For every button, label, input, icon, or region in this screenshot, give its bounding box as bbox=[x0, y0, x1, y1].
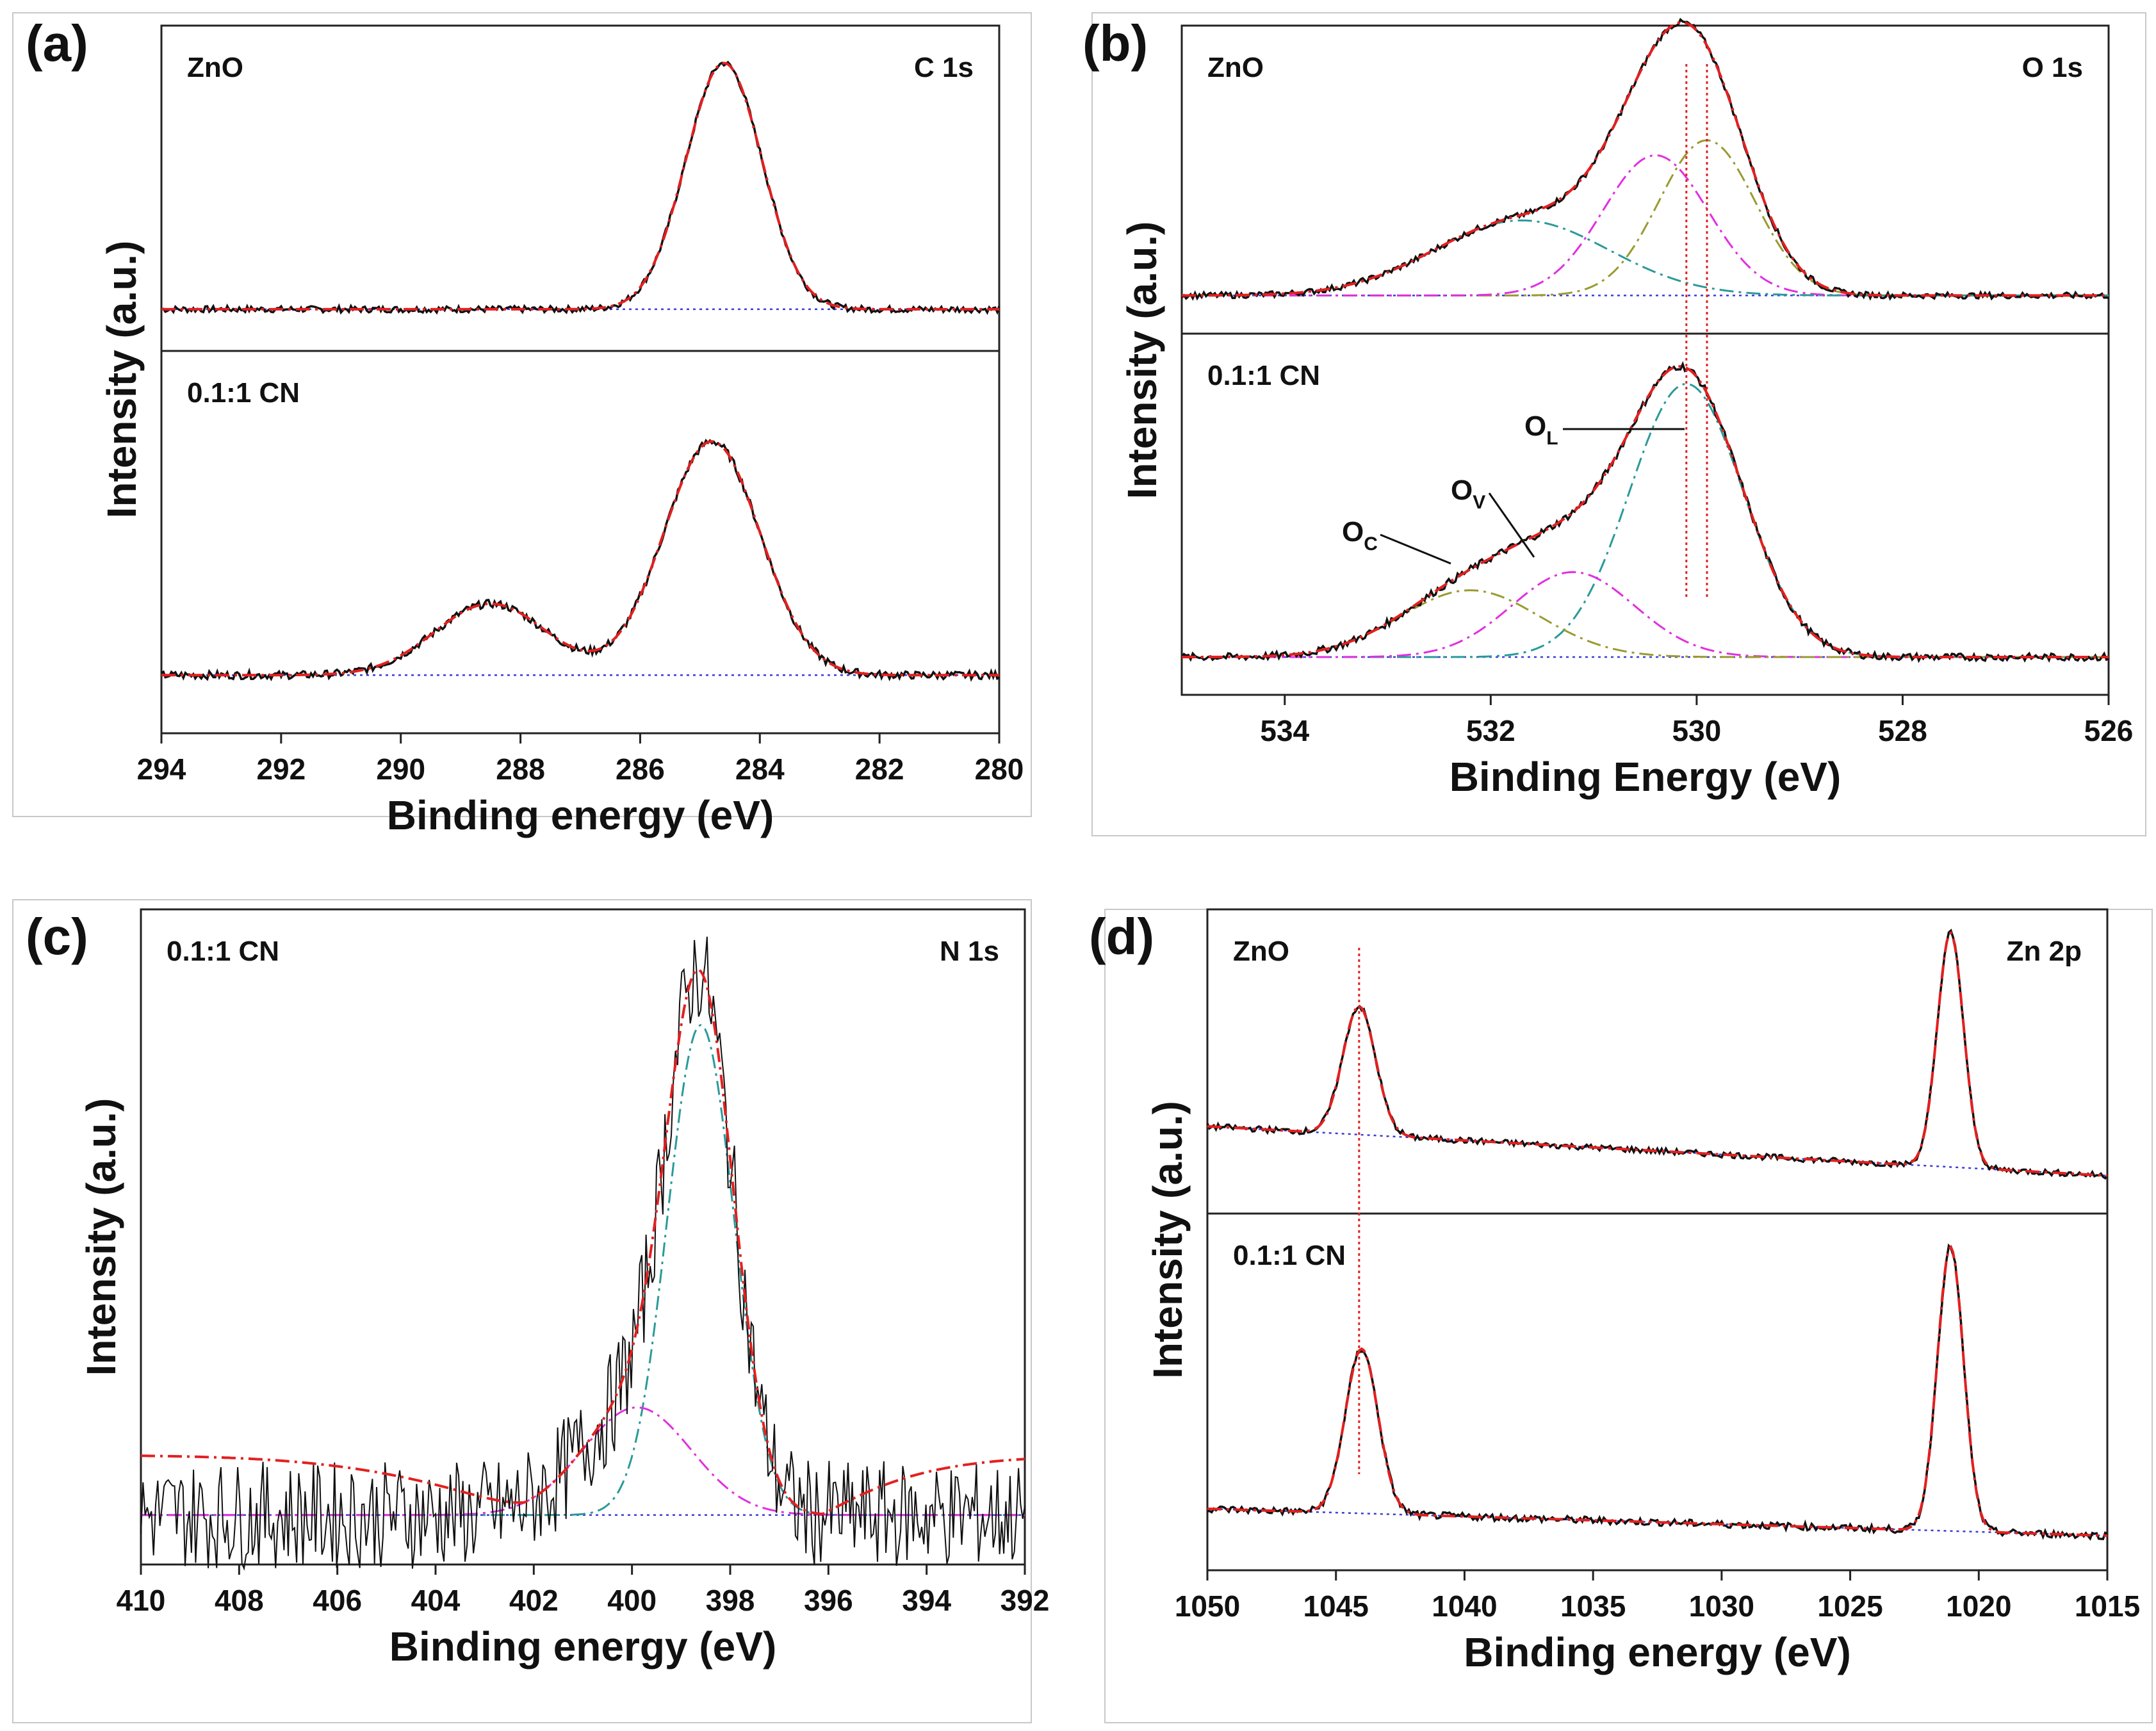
x-tick-label: 402 bbox=[509, 1584, 559, 1617]
fit-envelope bbox=[1207, 931, 2108, 1177]
panel-d: (d) 1050 1045 1040 1035 1030 1025 1020 1015 Bindi… bbox=[1089, 908, 2153, 1723]
fit-component bbox=[1182, 219, 2109, 297]
subplot-top: ZnO C 1s bbox=[161, 52, 1000, 315]
sample-label: 0.1:1 CN bbox=[1233, 1240, 1346, 1271]
annotation-arrow bbox=[1488, 492, 1535, 558]
panel-b: (b) 534 532 530 528 526 Binding Energy (eV) Int… bbox=[1082, 12, 2146, 836]
x-axis-title: Binding energy (eV) bbox=[389, 1623, 777, 1670]
peak-annotation: OV bbox=[1451, 475, 1485, 513]
sample-label: ZnO bbox=[1233, 936, 1289, 967]
sample-label: 0.1:1 CN bbox=[187, 377, 300, 409]
x-tick-label: 530 bbox=[1672, 714, 1722, 747]
raw-data-line bbox=[161, 60, 1000, 315]
panel-a: (a) 294 292 290 288 286 284 282 280 Binding energ… bbox=[12, 12, 1032, 838]
x-tick-label: 286 bbox=[616, 752, 665, 786]
x-axis-title: Binding energy (eV) bbox=[1464, 1629, 1851, 1675]
x-tick-label: 1030 bbox=[1689, 1589, 1754, 1623]
fit-envelope bbox=[161, 440, 999, 677]
fit-component bbox=[141, 1406, 1025, 1516]
sample-label: ZnO bbox=[187, 52, 243, 83]
x-tick-label: 408 bbox=[215, 1584, 264, 1617]
subplot-bottom: 0.1:1 CN bbox=[1207, 1240, 2108, 1541]
core-level-label: N 1s bbox=[940, 936, 999, 967]
plot-border bbox=[1180, 24, 2110, 696]
x-tick-label: 528 bbox=[1878, 714, 1927, 747]
x-tick-label: 284 bbox=[735, 752, 785, 786]
fit-component bbox=[1182, 139, 2109, 297]
x-tick-label: 294 bbox=[137, 752, 186, 786]
x-tick-label: 1020 bbox=[1946, 1589, 2011, 1623]
plot-border bbox=[140, 908, 1026, 1566]
x-tick-label: 1015 bbox=[2075, 1589, 2140, 1623]
plot-border bbox=[1206, 908, 2109, 1572]
subplot-bottom: 0.1:1 CN bbox=[1180, 360, 2109, 663]
subplot-top: ZnO Zn 2p bbox=[1206, 929, 2109, 1180]
panel-letter: (b) bbox=[1082, 15, 1148, 72]
y-axis-title: Intensity (a.u.) bbox=[99, 241, 145, 519]
y-axis-title: Intensity (a.u.) bbox=[78, 1098, 124, 1376]
raw-data-line bbox=[1207, 1243, 2108, 1541]
panel-letter: (d) bbox=[1089, 908, 1154, 965]
peak-annotation: OC bbox=[1342, 516, 1378, 555]
panel-c: (c) 410 408 406 404 402 400 398 396 394 392 Binding… bbox=[12, 899, 1050, 1723]
fit-envelope bbox=[161, 61, 999, 311]
sample-label: ZnO bbox=[1207, 52, 1264, 83]
core-level-label: O 1s bbox=[2022, 52, 2083, 83]
x-tick-label: 410 bbox=[117, 1584, 166, 1617]
subplot-bottom: 0.1:1 CN bbox=[161, 377, 1000, 682]
y-axis-title: Intensity (a.u.) bbox=[1145, 1101, 1191, 1379]
x-tick-label: 1040 bbox=[1432, 1589, 1497, 1623]
x-axis-title: Binding Energy (eV) bbox=[1450, 754, 1842, 800]
peak-annotation: OL bbox=[1524, 410, 1558, 449]
x-tick-label: 288 bbox=[496, 752, 545, 786]
x-tick-label: 534 bbox=[1260, 714, 1309, 747]
y-axis-title: Intensity (a.u.) bbox=[1119, 222, 1165, 500]
raw-data-line bbox=[140, 936, 1025, 1571]
subplot-bottom: 0.1:1 CN N 1s bbox=[140, 936, 1025, 1571]
x-tick-label: 398 bbox=[706, 1584, 755, 1617]
x-tick-label: 394 bbox=[902, 1584, 951, 1617]
fit-envelope bbox=[1182, 365, 2109, 658]
x-tick-label: 1050 bbox=[1175, 1589, 1240, 1623]
x-axis-title: Binding energy (eV) bbox=[387, 792, 774, 838]
x-tick-label: 282 bbox=[855, 752, 904, 786]
raw-data-line bbox=[161, 438, 1000, 682]
fit-component bbox=[1182, 571, 2109, 658]
core-level-label: Zn 2p bbox=[2007, 936, 2082, 967]
x-tick-label: 292 bbox=[256, 752, 306, 786]
panel-frame bbox=[1091, 12, 2146, 836]
fit-component bbox=[1182, 382, 2109, 658]
x-tick-label: 1045 bbox=[1303, 1589, 1369, 1623]
x-tick-label: 526 bbox=[2084, 714, 2134, 747]
fit-component bbox=[1182, 154, 2109, 297]
fit-envelope bbox=[1207, 1244, 2108, 1537]
panel-letter: (c) bbox=[26, 908, 88, 965]
x-tick-label: 290 bbox=[376, 752, 425, 786]
panel-frame bbox=[12, 12, 1032, 817]
x-tick-label: 404 bbox=[411, 1584, 461, 1617]
panel-letter: (a) bbox=[26, 15, 88, 72]
sample-label: 0.1:1 CN bbox=[167, 936, 279, 967]
panel-frame bbox=[12, 899, 1032, 1723]
plot-border bbox=[160, 24, 1000, 735]
x-tick-label: 1035 bbox=[1560, 1589, 1626, 1623]
x-tick-label: 532 bbox=[1466, 714, 1515, 747]
fit-envelope bbox=[1182, 21, 2109, 297]
fit-envelope bbox=[141, 968, 1025, 1515]
sample-label: 0.1:1 CN bbox=[1207, 360, 1320, 391]
x-tick-label: 400 bbox=[607, 1584, 657, 1617]
raw-data-line bbox=[1180, 361, 2109, 663]
x-tick-label: 396 bbox=[804, 1584, 853, 1617]
core-level-label: C 1s bbox=[914, 52, 974, 83]
x-tick-label: 392 bbox=[1000, 1584, 1050, 1617]
subplot-top: ZnO O 1s bbox=[1180, 17, 2109, 301]
x-tick-label: 406 bbox=[313, 1584, 362, 1617]
annotation-arrow bbox=[1380, 533, 1451, 565]
raw-data-line bbox=[1206, 929, 2109, 1180]
x-tick-label: 280 bbox=[975, 752, 1024, 786]
x-tick-label: 1025 bbox=[1817, 1589, 1882, 1623]
